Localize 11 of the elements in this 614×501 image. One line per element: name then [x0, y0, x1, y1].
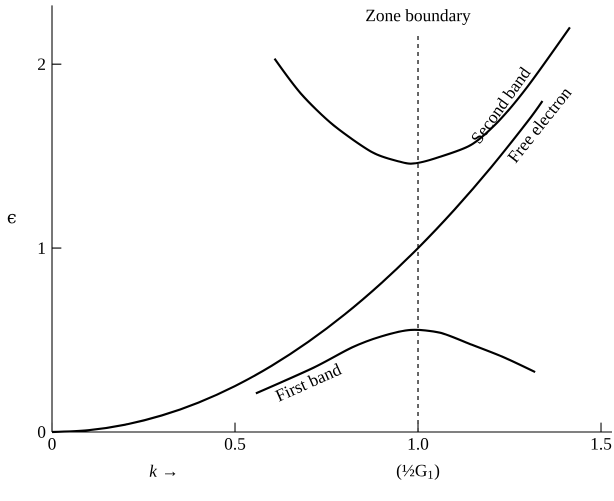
x-tick-label: 0.5 — [224, 438, 246, 450]
x-tick-label: 0 — [48, 438, 56, 450]
text: First band — [274, 363, 342, 402]
x-tick-label: 1.0 (½G$_{1}$) — [396, 438, 440, 480]
y-tick-label: 0 — [38, 426, 46, 438]
y-tick-label: 2 — [38, 58, 46, 70]
x-axis-title: k → — [150, 464, 176, 477]
ref-line-label: Zone boundary — [366, 9, 471, 25]
x-tick-label: 1.5 — [592, 438, 612, 450]
y-tick-label: 1 — [38, 242, 45, 254]
y-axis-title: ϵ — [8, 214, 16, 224]
